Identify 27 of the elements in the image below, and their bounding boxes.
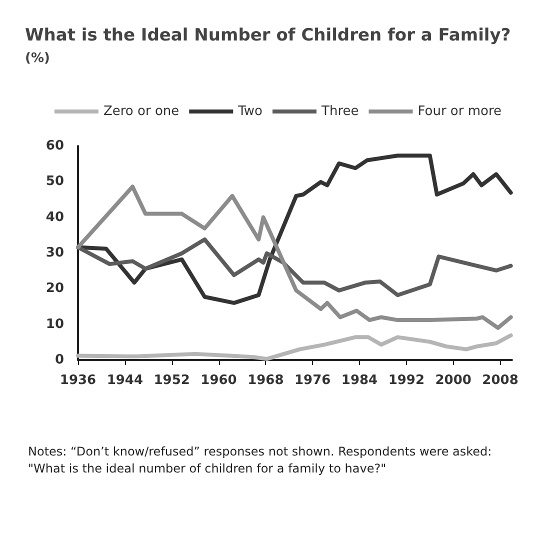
line-series xyxy=(76,184,513,330)
text: Notes: “Don’t know/refused” responses not shown. Respondents were asked: "What is the ideal number of children for a family to have?" xyxy=(28,444,496,476)
x-tick-label: 1960 xyxy=(200,373,237,388)
legend-label: Two xyxy=(237,104,263,119)
chart-title: What is the Ideal Number of Children for a Family? xyxy=(25,26,511,46)
x-tick-label: 1992 xyxy=(388,373,425,388)
y-tick-label: 10 xyxy=(46,316,64,332)
x-tick-label: 1952 xyxy=(154,373,190,388)
y-tick-label: 0 xyxy=(54,352,64,368)
x-tick-label: 1944 xyxy=(106,373,144,388)
line-series xyxy=(76,154,513,305)
x-tick-label: 2008 xyxy=(482,373,518,388)
line-series xyxy=(76,237,513,298)
y-tick-label: 60 xyxy=(46,138,64,154)
legend-label: Zero or one xyxy=(103,104,180,119)
y-tick-label: 30 xyxy=(46,246,64,260)
x-tick-label: 1936 xyxy=(60,373,96,388)
y-tick-label: 20 xyxy=(46,281,64,296)
y-tick-label: 50 xyxy=(46,174,64,190)
legend-label: Four or more xyxy=(418,104,502,119)
x-tick-label: 1976 xyxy=(294,373,331,388)
y-tick-label: 40 xyxy=(46,210,64,225)
x-tick-label: 1984 xyxy=(341,373,378,388)
x-tick-label: 1968 xyxy=(248,373,284,388)
legend-label: Three xyxy=(320,104,359,119)
chart-subtitle: (%) xyxy=(25,51,50,66)
x-tick-label: 2000 xyxy=(435,373,472,388)
